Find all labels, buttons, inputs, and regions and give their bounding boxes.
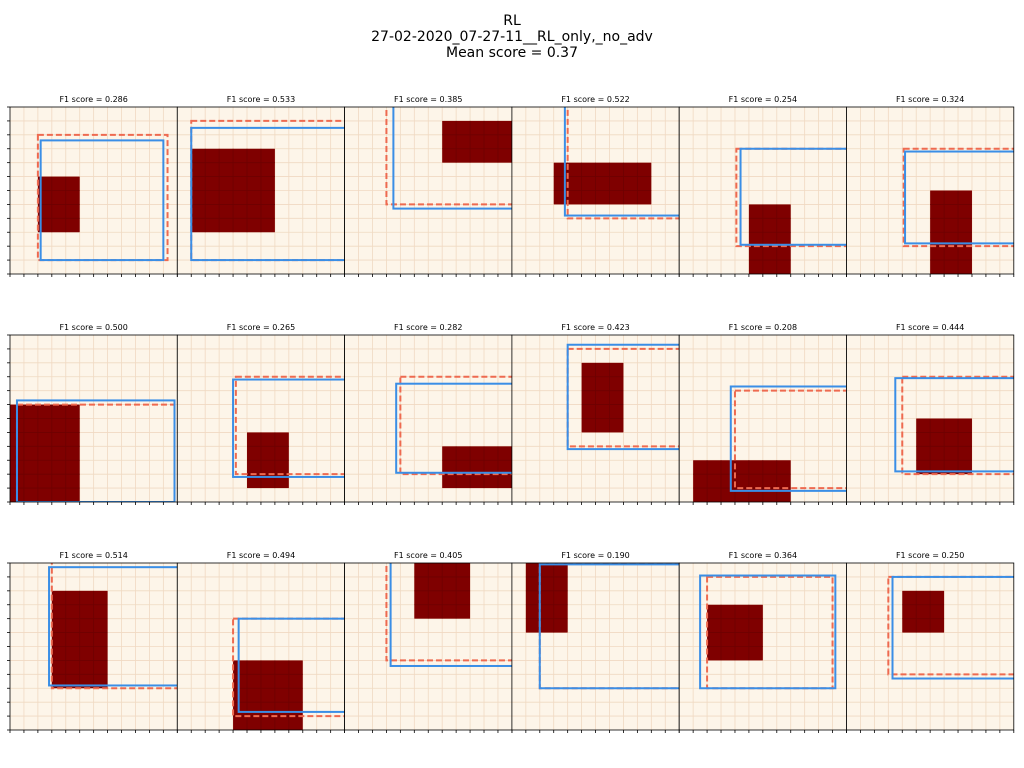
ground-truth-box <box>234 375 345 476</box>
prediction-box <box>739 147 847 246</box>
ground-truth-box <box>50 563 178 690</box>
panel-title: F1 score = 0.265 <box>227 323 295 332</box>
prediction-box <box>563 107 680 217</box>
prediction-box <box>395 382 512 474</box>
target-block <box>525 563 568 633</box>
mean-score: Mean score = 0.37 <box>445 45 578 61</box>
panel-title: F1 score = 0.364 <box>729 551 797 560</box>
panel: F1 score = 0.265 <box>176 323 346 505</box>
prediction-box <box>48 566 178 687</box>
target-block <box>581 362 624 433</box>
prediction-box <box>566 343 680 451</box>
panel: F1 score = 0.208 <box>678 323 847 505</box>
panel-title: F1 score = 0.444 <box>896 323 964 332</box>
panel: F1 score = 0.533 <box>176 95 346 277</box>
panel: F1 score = 0.514 <box>7 551 178 733</box>
panel-title: F1 score = 0.533 <box>227 95 295 104</box>
prediction-box <box>389 563 512 667</box>
panel-title: F1 score = 0.385 <box>394 95 462 104</box>
panel: F1 score = 0.500 <box>7 323 178 505</box>
panel-title: F1 score = 0.324 <box>896 95 964 104</box>
prediction-box <box>190 126 345 262</box>
panel: F1 score = 0.494 <box>176 551 346 733</box>
panel: F1 score = 0.423 <box>511 323 680 505</box>
panel-title: F1 score = 0.522 <box>561 95 629 104</box>
panel: F1 score = 0.254 <box>678 95 847 277</box>
panel: F1 score = 0.444 <box>846 323 1015 505</box>
panel-title: F1 score = 0.405 <box>394 551 462 560</box>
run-name: 27-02-2020_07-27-11__RL_only,_no_adv <box>371 29 653 45</box>
panel-title: F1 score = 0.190 <box>561 551 629 560</box>
panel-title: F1 score = 0.500 <box>59 323 127 332</box>
panel: F1 score = 0.364 <box>678 551 847 733</box>
panel: F1 score = 0.385 <box>344 95 513 277</box>
panel: F1 score = 0.286 <box>7 95 178 277</box>
prediction-box <box>538 563 680 690</box>
panel: F1 score = 0.190 <box>511 551 680 733</box>
panel: F1 score = 0.405 <box>344 551 513 733</box>
panel-title: F1 score = 0.250 <box>896 551 964 560</box>
prediction-box <box>699 574 837 690</box>
panel-title: F1 score = 0.514 <box>59 551 127 560</box>
target-block <box>442 446 512 489</box>
panel-title: F1 score = 0.208 <box>729 323 797 332</box>
panel-title: F1 score = 0.423 <box>561 323 629 332</box>
target-block <box>233 660 303 730</box>
target-block <box>693 460 791 502</box>
target-block <box>10 404 80 502</box>
panel: F1 score = 0.250 <box>846 551 1015 733</box>
panel-title: F1 score = 0.286 <box>59 95 127 104</box>
target-block <box>902 590 945 633</box>
ground-truth-box <box>566 107 680 220</box>
prediction-box <box>392 107 512 210</box>
panel: F1 score = 0.282 <box>344 323 513 505</box>
ground-truth-box <box>733 389 847 490</box>
prediction-box <box>904 150 1014 245</box>
target-block <box>553 162 652 205</box>
target-block <box>748 204 791 274</box>
ground-truth-box <box>385 107 512 206</box>
panel-title: F1 score = 0.494 <box>227 551 295 560</box>
ground-truth-box <box>385 563 512 662</box>
prediction-box <box>237 617 345 713</box>
prediction-box <box>894 377 1014 473</box>
ground-truth-box <box>399 375 512 476</box>
panel-title: F1 score = 0.254 <box>729 95 797 104</box>
prediction-box <box>232 378 345 478</box>
panel-title: F1 score = 0.282 <box>394 323 462 332</box>
panel: F1 score = 0.522 <box>511 95 680 277</box>
target-block <box>442 120 512 163</box>
prediction-box <box>39 139 165 262</box>
ground-truth-box <box>902 147 1014 248</box>
figure-title: RL <box>503 13 521 29</box>
prediction-box <box>891 575 1014 680</box>
panel: F1 score = 0.324 <box>846 95 1015 277</box>
prediction-box <box>729 385 847 492</box>
ground-truth-box <box>901 375 1014 476</box>
